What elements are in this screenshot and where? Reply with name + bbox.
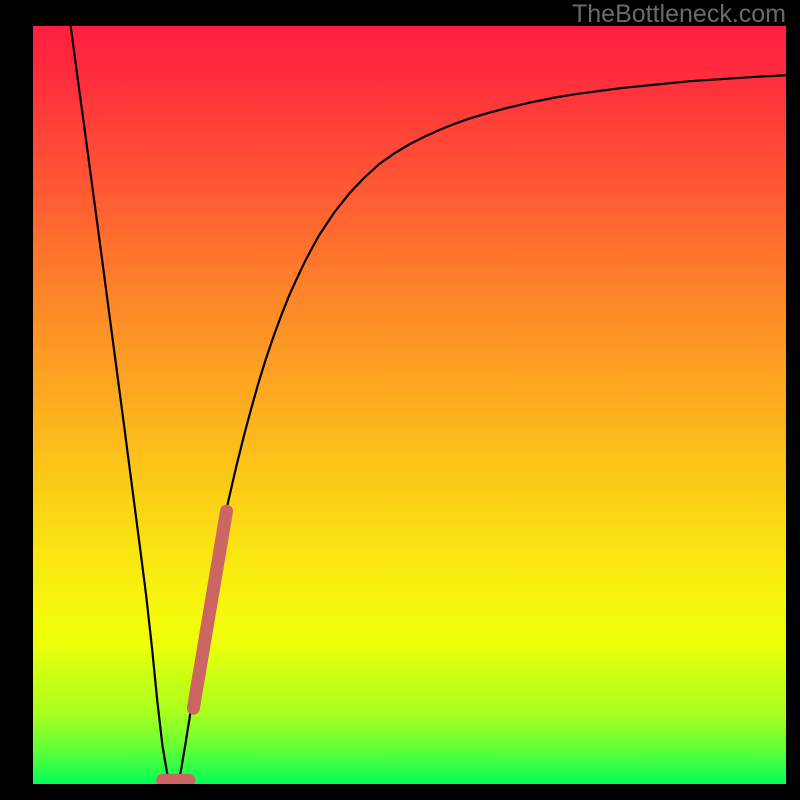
curve-layer xyxy=(33,26,786,784)
plot-area xyxy=(33,26,786,784)
watermark-text: TheBottleneck.com xyxy=(572,0,786,29)
bottleneck-chart: TheBottleneck.com xyxy=(0,0,800,800)
bottleneck-curve xyxy=(71,26,786,784)
highlight-segment-1 xyxy=(193,511,226,708)
